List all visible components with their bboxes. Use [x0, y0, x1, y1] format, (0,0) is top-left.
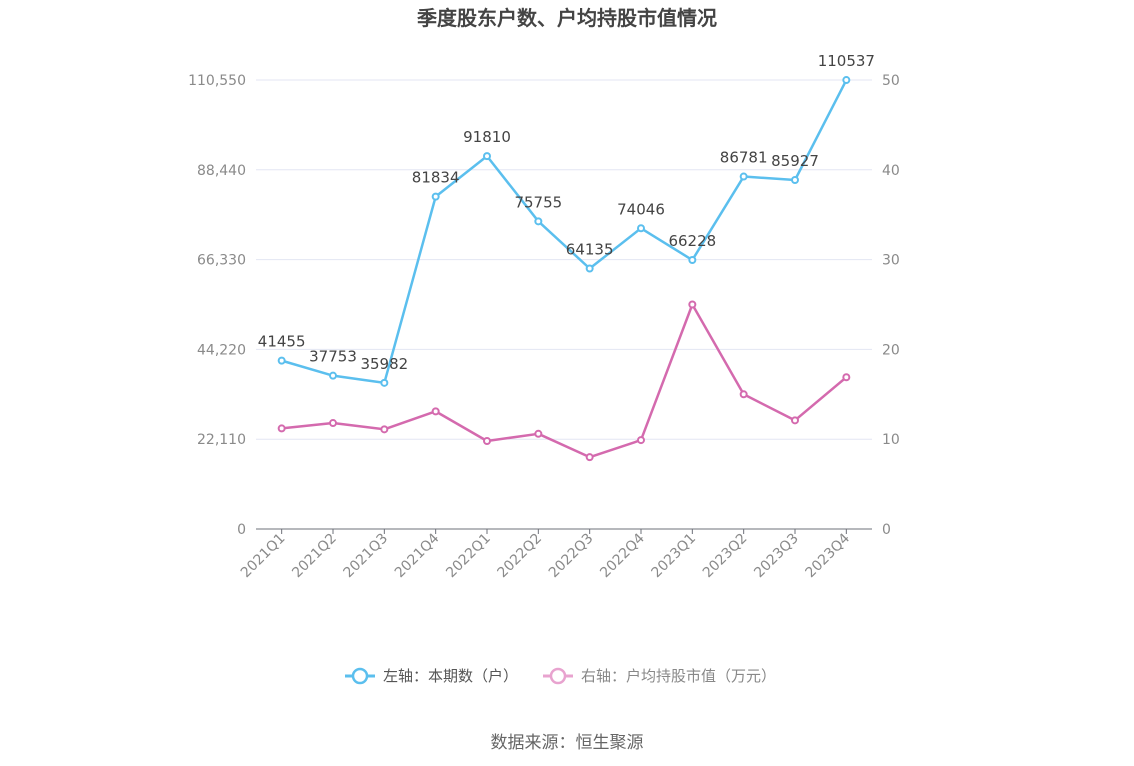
data-point [688, 300, 697, 309]
legend-label: 左轴：本期数（户） [383, 667, 518, 685]
right-tick-label: 50 [882, 73, 900, 89]
x-tick-label: 2021Q3 [341, 531, 392, 582]
data-point [791, 416, 799, 425]
x-tick-label: 2023Q1 [649, 531, 700, 582]
data-point [329, 371, 337, 380]
left-tick-label: 0 [237, 522, 246, 538]
data-label: 85927 [771, 152, 819, 170]
legend-label: 右轴：户均持股市值（万元） [581, 667, 776, 685]
data-point [688, 256, 697, 265]
data-point [637, 224, 645, 233]
data-point [791, 176, 799, 185]
data-point [380, 425, 389, 434]
right-tick-label: 40 [882, 163, 900, 179]
data-point [431, 407, 440, 416]
x-tick-label: 2022Q1 [443, 531, 494, 582]
data-label: 91810 [463, 128, 511, 146]
x-tick-label: 2022Q4 [597, 530, 648, 581]
chart: 季度股东户数、户均持股市值情况 0 0 22,110 10 44,220 20 66,330… [188, 6, 900, 685]
x-tick-label: 2023Q3 [751, 531, 802, 582]
data-label: 66228 [668, 232, 716, 250]
left-tick-label: 88,440 [197, 163, 246, 179]
data-label: 110537 [818, 52, 875, 70]
chart-title: 季度股东户数、户均持股市值情况 [416, 6, 717, 30]
data-point [739, 390, 748, 399]
left-tick-label: 110,550 [188, 73, 246, 89]
legend-marker [549, 667, 567, 685]
data-label: 86781 [720, 149, 768, 167]
data-point [534, 429, 543, 438]
data-label: 35982 [360, 355, 408, 373]
data-point [585, 453, 594, 462]
right-tick-label: 20 [882, 342, 900, 358]
data-point [277, 424, 286, 433]
x-tick-label: 2022Q2 [495, 531, 546, 582]
data-point [739, 172, 748, 181]
x-tick-label: 2022Q3 [546, 531, 597, 582]
data-point [277, 356, 286, 365]
legend-marker [351, 667, 369, 685]
left-tick-label: 66,330 [197, 253, 246, 269]
x-tick-label: 2021Q2 [289, 531, 340, 582]
data-label: 74046 [617, 200, 665, 218]
left-tick-label: 44,220 [197, 342, 246, 358]
right-tick-label: 0 [882, 522, 891, 538]
right-tick-label: 10 [882, 432, 900, 448]
data-point [842, 76, 851, 85]
source-note: 数据来源：恒生聚源 [490, 733, 644, 753]
data-point [431, 192, 440, 201]
data-label: 75755 [514, 193, 562, 211]
legend: 左轴：本期数（户） 右轴：户均持股市值（万元） [345, 667, 776, 685]
data-point [483, 436, 491, 445]
series-lines [277, 76, 851, 462]
data-label: 64135 [566, 241, 614, 259]
left-tick-label: 22,110 [197, 432, 246, 448]
x-tick-label: 2021Q4 [392, 530, 443, 581]
data-point [637, 436, 645, 445]
right-tick-label: 30 [882, 253, 900, 269]
grid [256, 79, 872, 440]
data-point [534, 217, 543, 226]
series-line-1 [281, 79, 848, 385]
data-point [483, 152, 491, 161]
data-point [842, 373, 851, 382]
x-tick-label: 2021Q1 [238, 531, 289, 582]
data-point [380, 378, 389, 387]
x-tick-label: 2023Q4 [803, 530, 854, 581]
data-point [329, 419, 337, 428]
data-label: 81834 [412, 169, 460, 187]
data-point [585, 264, 594, 273]
data-label: 41455 [258, 333, 306, 351]
series-line-2 [281, 303, 848, 459]
x-tick-label: 2023Q2 [700, 531, 751, 582]
axes: 0 0 22,110 10 44,220 20 66,330 30 88,440 40 110,55… [188, 73, 900, 581]
data-label: 37753 [309, 348, 357, 366]
